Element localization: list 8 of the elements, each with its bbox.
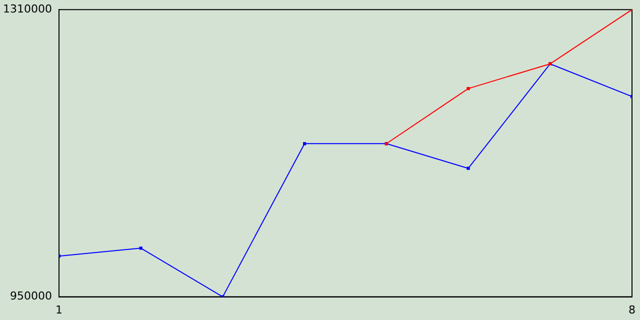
point (303, 142, 306, 146)
point (139, 246, 142, 250)
x-tick-label: 1 (55, 303, 62, 316)
x-tick-label: 8 (628, 303, 636, 316)
point (466, 166, 470, 170)
point (466, 87, 470, 90)
y-tick-label: 1310000 (2, 2, 52, 16)
y-tick-label: 950000 (10, 290, 52, 303)
